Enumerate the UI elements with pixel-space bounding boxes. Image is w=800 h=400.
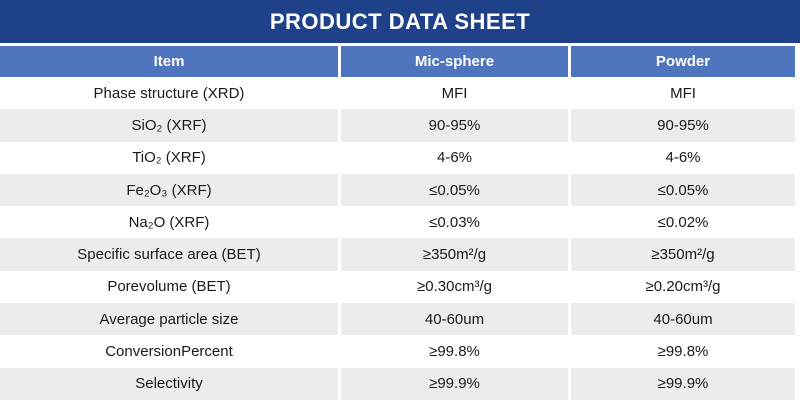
- mic-sphere-value: MFI: [341, 77, 568, 110]
- powder-value: ≥99.9%: [571, 367, 795, 400]
- column-header-powder: Powder: [571, 46, 795, 77]
- table-header-row: Item Mic-sphere Powder: [0, 46, 795, 77]
- mic-sphere-value: ≤0.03%: [341, 206, 568, 239]
- powder-value: MFI: [571, 77, 795, 110]
- row-item-label: Na₂O (XRF): [0, 206, 338, 239]
- mic-sphere-value: 40-60um: [341, 303, 568, 336]
- table-row-conversion-percent: ConversionPercent ≥99.8% ≥99.8%: [0, 335, 795, 368]
- row-item-label: Specific surface area (BET): [0, 238, 338, 271]
- powder-value: ≥99.8%: [571, 335, 795, 368]
- powder-value: ≤0.05%: [571, 173, 795, 207]
- mic-sphere-value: ≥350m²/g: [341, 238, 568, 271]
- powder-value: 4-6%: [571, 141, 795, 174]
- row-item-label: Average particle size: [0, 303, 338, 336]
- row-item-label: ConversionPercent: [0, 335, 338, 368]
- row-item-label: Phase structure (XRD): [0, 77, 338, 110]
- row-item-label: Selectivity: [0, 367, 338, 400]
- powder-value: ≤0.02%: [571, 206, 795, 239]
- column-header-item: Item: [0, 46, 338, 77]
- row-item-label: SiO₂ (XRF): [0, 109, 338, 142]
- table-row-specific-surface-area: Specific surface area (BET) ≥350m²/g ≥35…: [0, 238, 795, 271]
- table-row-phase-structure: Phase structure (XRD) MFI MFI: [0, 77, 795, 110]
- row-item-label: TiO₂ (XRF): [0, 141, 338, 174]
- table-row-selectivity: Selectivity ≥99.9% ≥99.9%: [0, 367, 795, 400]
- powder-value: ≥0.20cm³/g: [571, 270, 795, 304]
- powder-value: ≥350m²/g: [571, 238, 795, 271]
- mic-sphere-value: 4-6%: [341, 141, 568, 174]
- powder-value: 90-95%: [571, 109, 795, 142]
- table-row-sio2: SiO₂ (XRF) 90-95% 90-95%: [0, 109, 795, 142]
- page-title: PRODUCT DATA SHEET: [269, 8, 531, 34]
- mic-sphere-value: ≥99.9%: [341, 367, 568, 400]
- mic-sphere-value: ≥0.30cm³/g: [341, 270, 568, 304]
- table-row-tio2: TiO₂ (XRF) 4-6% 4-6%: [0, 141, 795, 174]
- column-header-mic-sphere: Mic-sphere: [341, 46, 568, 77]
- data-table: Item Mic-sphere Powder Phase structure (…: [0, 46, 795, 400]
- row-item-label: Fe₂O₃ (XRF): [0, 173, 338, 207]
- table-body: Phase structure (XRD) MFI MFI SiO₂ (XRF)…: [0, 77, 795, 400]
- table-row-fe2o3: Fe₂O₃ (XRF) ≤0.05% ≤0.05%: [0, 173, 795, 207]
- row-item-label: Porevolume (BET): [0, 270, 338, 304]
- title-bar: PRODUCT DATA SHEET: [0, 0, 800, 43]
- table-row-average-particle-size: Average particle size 40-60um 40-60um: [0, 303, 795, 336]
- mic-sphere-value: ≤0.05%: [341, 173, 568, 207]
- mic-sphere-value: 90-95%: [341, 109, 568, 142]
- title-divider: [0, 43, 800, 46]
- powder-value: 40-60um: [571, 303, 795, 336]
- mic-sphere-value: ≥99.8%: [341, 335, 568, 368]
- table-row-porevolume: Porevolume (BET) ≥0.30cm³/g ≥0.20cm³/g: [0, 270, 795, 304]
- table-row-na2o: Na₂O (XRF) ≤0.03% ≤0.02%: [0, 206, 795, 239]
